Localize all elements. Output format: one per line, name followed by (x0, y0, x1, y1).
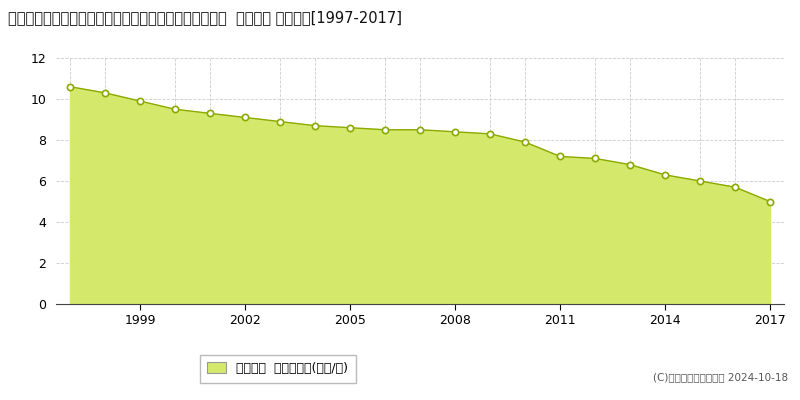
Text: (C)土地価格ドットコム 2024-10-18: (C)土地価格ドットコム 2024-10-18 (653, 372, 788, 382)
Legend: 基準地価  平均坪単価(万円/坪): 基準地価 平均坪単価(万円/坪) (200, 354, 355, 382)
Text: 宮崎県児湯郡都農町大字川北字都農中町４８６３番１内  基準地価 地価推移[1997-2017]: 宮崎県児湯郡都農町大字川北字都農中町４８６３番１内 基準地価 地価推移[1997… (8, 10, 402, 25)
